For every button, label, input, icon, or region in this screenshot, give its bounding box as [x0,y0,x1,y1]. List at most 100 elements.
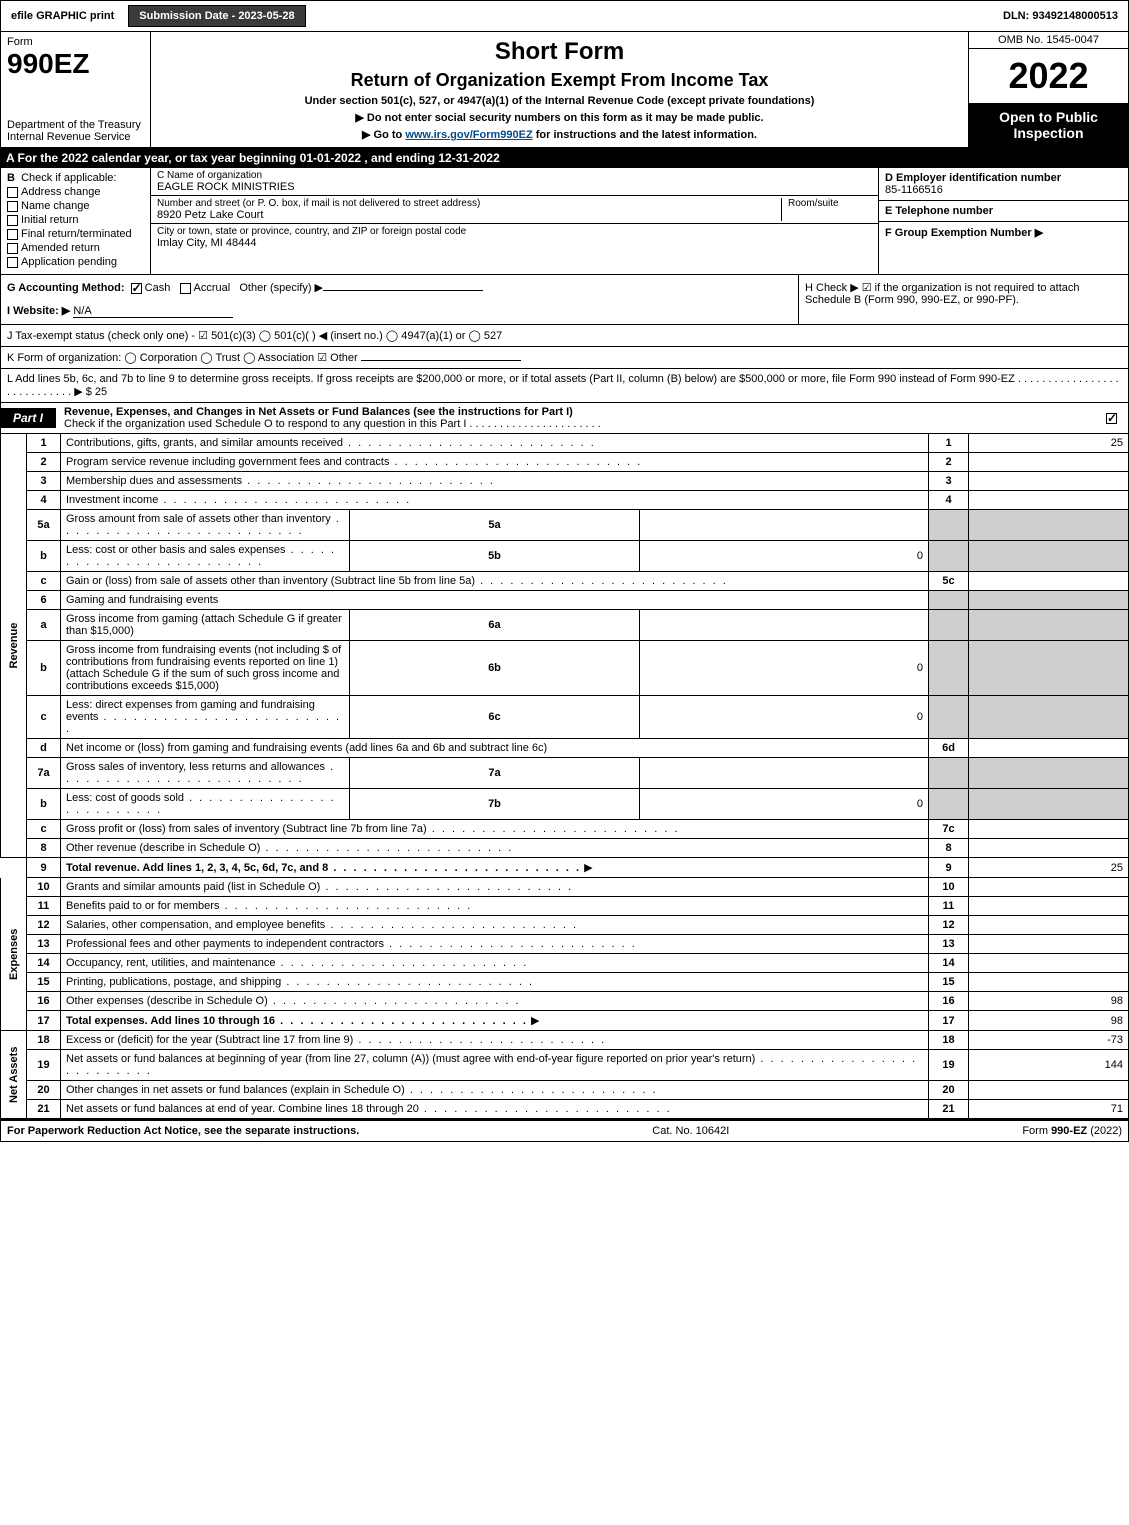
part1-title: Revenue, Expenses, and Changes in Net As… [56,403,1106,433]
line-20: 20 Other changes in net assets or fund b… [1,1081,1129,1100]
amt-4 [969,491,1129,510]
sub-5b: 0 [639,541,928,572]
chk-cash[interactable] [131,283,142,294]
line-1: Revenue 1 Contributions, gifts, grants, … [1,434,1129,453]
form-header: Form 990EZ Department of the Treasury In… [0,32,1129,148]
amt-18: -73 [969,1031,1129,1050]
amt-7c [969,820,1129,839]
line-k: K Form of organization: ◯ Corporation ◯ … [0,347,1129,369]
line-5b: b Less: cost or other basis and sales ex… [1,541,1129,572]
box-b: B Check if applicable: Address change Na… [1,168,151,274]
line-g: G Accounting Method: Cash Accrual Other … [1,275,798,324]
subtitle: Under section 501(c), 527, or 4947(a)(1)… [159,95,960,107]
box-e-label: E Telephone number [885,205,1122,217]
line-6a: a Gross income from gaming (attach Sched… [1,610,1129,641]
form-word: Form [7,36,144,48]
amt-12 [969,916,1129,935]
lines-table: Revenue 1 Contributions, gifts, grants, … [0,434,1129,1119]
form-number: 990EZ [7,48,144,80]
line-j: J Tax-exempt status (check only one) - ☑… [0,325,1129,347]
amt-3 [969,472,1129,491]
amt-5c [969,572,1129,591]
box-b-header: B Check if applicable: [7,172,144,184]
line-l: L Add lines 5b, 6c, and 7b to line 9 to … [0,369,1129,403]
amt-8 [969,839,1129,858]
sub-6b: 0 [639,641,928,696]
arrow-icon: ▶ [531,1015,539,1027]
header-center: Short Form Return of Organization Exempt… [151,32,968,147]
title-return: Return of Organization Exempt From Incom… [159,70,960,91]
line-7b: b Less: cost of goods sold 7b 0 [1,789,1129,820]
line-21: 21 Net assets or fund balances at end of… [1,1100,1129,1119]
line-3: 3 Membership dues and assessments 3 [1,472,1129,491]
line-h: H Check ▶ ☑ if the organization is not r… [798,275,1128,324]
chk-accrual[interactable] [180,283,191,294]
other-specify-input[interactable] [323,290,483,291]
amt-20 [969,1081,1129,1100]
line-15: 15 Printing, publications, postage, and … [1,973,1129,992]
chk-name-change[interactable]: Name change [7,200,144,212]
chk-address-change[interactable]: Address change [7,186,144,198]
amt-13 [969,935,1129,954]
box-f: F Group Exemption Number ▶ [879,222,1128,274]
amt-10 [969,878,1129,897]
line-10: Expenses 10 Grants and similar amounts p… [1,878,1129,897]
line-i-inline: I Website: ▶ N/A [7,304,792,318]
goto-pre: ▶ Go to [362,129,405,141]
amt-9: 25 [969,858,1129,878]
line-k-text: K Form of organization: ◯ Corporation ◯ … [7,352,358,364]
header-left: Form 990EZ Department of the Treasury In… [1,32,151,147]
line-5c: c Gain or (loss) from sale of assets oth… [1,572,1129,591]
box-c: C Name of organization EAGLE ROCK MINIST… [151,168,878,274]
box-e: E Telephone number [879,201,1128,222]
amt-16: 98 [969,992,1129,1011]
footer-left: For Paperwork Reduction Act Notice, see … [7,1125,359,1137]
line-2: 2 Program service revenue including gove… [1,453,1129,472]
line-k-other-input[interactable] [361,360,521,361]
line-6: 6 Gaming and fundraising events [1,591,1129,610]
goto-post: for instructions and the latest informat… [533,129,757,141]
page-footer: For Paperwork Reduction Act Notice, see … [0,1119,1129,1142]
org-name: EAGLE ROCK MINISTRIES [157,181,872,193]
ein-value: 85-1166516 [885,184,1122,196]
inspect-line1: Open to Public [973,109,1124,125]
box-d: D Employer identification number 85-1166… [879,168,1128,201]
line-6d: d Net income or (loss) from gaming and f… [1,739,1129,758]
dept-treasury: Department of the Treasury [7,119,144,131]
amt-1: 25 [969,434,1129,453]
ssn-warning: ▶ Do not enter social security numbers o… [159,111,960,124]
arrow-icon: ▶ [584,862,592,874]
part1-tab: Part I [1,408,56,428]
box-c-address: Number and street (or P. O. box, if mail… [151,196,878,224]
part1-check-line: Check if the organization used Schedule … [64,418,601,430]
chk-application-pending[interactable]: Application pending [7,256,144,268]
amt-19: 144 [969,1050,1129,1081]
part1-header: Part I Revenue, Expenses, and Changes in… [0,403,1129,434]
line-12: 12 Salaries, other compensation, and emp… [1,916,1129,935]
line-9: 9 Total revenue. Add lines 1, 2, 3, 4, 5… [1,858,1129,878]
box-b-text: Check if applicable: [21,172,116,184]
box-c-name-label: C Name of organization [157,170,872,181]
amt-2 [969,453,1129,472]
part1-schedule-o-check[interactable] [1106,412,1128,424]
chk-amended-return[interactable]: Amended return [7,242,144,254]
line-5a: 5a Gross amount from sale of assets othe… [1,510,1129,541]
chk-initial-return[interactable]: Initial return [7,214,144,226]
i-label: I Website: ▶ [7,305,70,317]
sub-7a [639,758,928,789]
submission-date: Submission Date - 2023-05-28 [128,5,305,27]
goto-link[interactable]: www.irs.gov/Form990EZ [405,129,532,141]
chk-final-return[interactable]: Final return/terminated [7,228,144,240]
line-6c: c Less: direct expenses from gaming and … [1,696,1129,739]
line-17: 17 Total expenses. Add lines 10 through … [1,1011,1129,1031]
line-18: Net Assets 18 Excess or (deficit) for th… [1,1031,1129,1050]
footer-right: Form 990-EZ (2022) [1022,1125,1122,1137]
city-label: City or town, state or province, country… [157,226,872,237]
tax-year: 2022 [969,49,1128,103]
goto-line: ▶ Go to www.irs.gov/Form990EZ for instru… [159,128,960,141]
box-c-name: C Name of organization EAGLE ROCK MINIST… [151,168,878,196]
sub-7b: 0 [639,789,928,820]
top-bar: efile GRAPHIC print Submission Date - 20… [0,0,1129,32]
sub-6c: 0 [639,696,928,739]
sub-6a [639,610,928,641]
